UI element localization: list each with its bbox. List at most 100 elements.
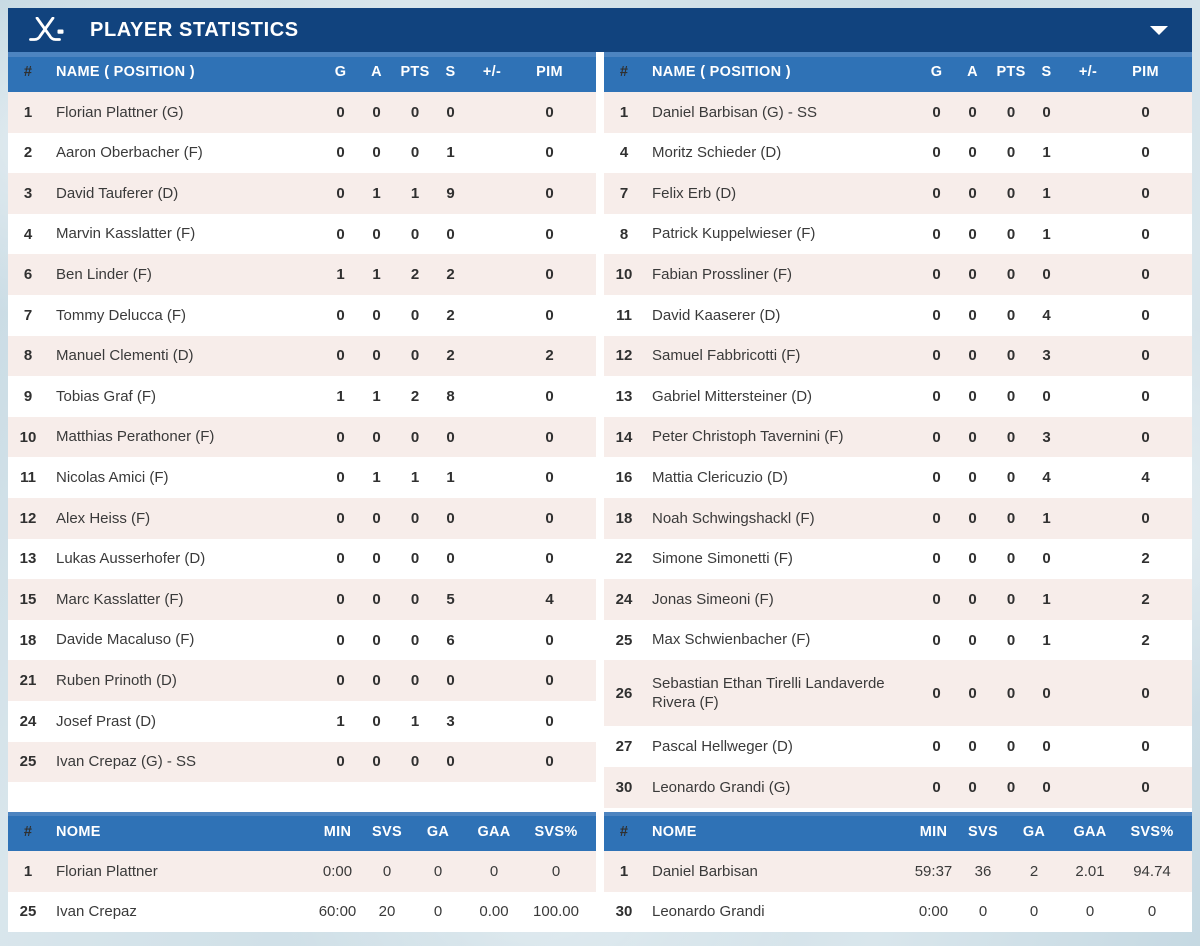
- table-row: 13 Lukas Ausserhofer (D) 0 0 0 0 0: [8, 538, 596, 580]
- player-name: Tommy Delucca (F): [56, 306, 187, 324]
- stat-points: 0: [1006, 347, 1016, 365]
- stat-pim: 0: [545, 428, 554, 446]
- stat-shots: 0: [446, 225, 455, 243]
- player-number: 11: [616, 306, 632, 324]
- table-row: 21 Ruben Prinoth (D) 0 0 0 0 0: [8, 660, 596, 701]
- stat-pim: 0: [1141, 225, 1150, 243]
- stat-saves: 0: [978, 903, 988, 921]
- player-name: Ivan Crepaz (G) - SS: [56, 753, 197, 771]
- player-name: Max Schwienbacher (F): [652, 631, 811, 649]
- stat-assists: 0: [968, 225, 977, 243]
- table-row: 26 Sebastian Ethan Tirelli Landaverde Riv…: [604, 660, 1192, 727]
- player-name: Davide Macaluso (F): [56, 631, 195, 649]
- player-number: 30: [615, 778, 633, 796]
- player-name: Lukas Ausserhofer (D): [56, 550, 206, 568]
- stat-goals: 0: [336, 753, 345, 771]
- table-row: 24 Jonas Simeoni (F) 0 0 0 1 2: [604, 579, 1192, 620]
- player-number: 13: [615, 387, 633, 405]
- stat-points: 0: [1006, 428, 1016, 446]
- stat-pim: 0: [1141, 778, 1150, 796]
- stat-goals: 0: [932, 684, 941, 702]
- stat-pim: 0: [1141, 684, 1150, 702]
- stat-save-pct: 94.74: [1133, 862, 1171, 880]
- stat-goals: 0: [336, 590, 345, 608]
- player-number: 21: [19, 672, 37, 690]
- stat-assists: 0: [372, 103, 381, 121]
- player-name: Marc Kasslatter (F): [56, 590, 184, 608]
- col-header-saves: SVS: [372, 823, 402, 840]
- stat-shots: 6: [446, 631, 455, 649]
- player-number: 1: [23, 103, 33, 121]
- player-name: Florian Plattner (G): [56, 103, 184, 121]
- col-header-minutes: MIN: [919, 823, 948, 840]
- section-header[interactable]: PLAYER STATISTICS: [8, 8, 1192, 52]
- stat-points: 0: [1006, 590, 1016, 608]
- stat-shots: 1: [446, 144, 455, 162]
- stat-assists: 1: [372, 266, 381, 284]
- goalie-name: Daniel Barbisan: [652, 862, 758, 880]
- stat-pim: 0: [1141, 266, 1150, 284]
- goalie-table: # NOME MIN SVS GA GAA SVS% 1 Daniel Barbisan 59:3…: [604, 812, 1192, 932]
- stat-shots: 1: [446, 469, 455, 487]
- stat-minutes: 60:00: [318, 903, 357, 921]
- col-header-assists: A: [967, 64, 978, 80]
- player-number: 4: [619, 144, 629, 162]
- stat-assists: 0: [968, 144, 977, 162]
- goalie-rows: 1 Daniel Barbisan 59:37 36 2 2.01 94.74 30 Leona…: [604, 851, 1192, 932]
- stat-pim: 4: [1141, 469, 1150, 487]
- player-name: Tobias Graf (F): [56, 387, 157, 405]
- table-row: 18 Davide Macaluso (F) 0 0 0 6 0: [8, 619, 596, 661]
- team-column-away: # NAME ( POSITION ) G A PTS S +/- PIM 1 Daniel Ba…: [604, 52, 1192, 932]
- table-row: 24 Josef Prast (D) 1 0 1 3 0: [8, 700, 596, 742]
- stat-shots: 1: [1042, 631, 1051, 649]
- player-number: 14: [615, 428, 633, 446]
- table-row: 12 Alex Heiss (F) 0 0 0 0 0: [8, 497, 596, 539]
- col-header-points: PTS: [400, 64, 430, 80]
- player-name: David Tauferer (D): [56, 184, 179, 202]
- player-name: Pascal Hellweger (D): [652, 738, 793, 756]
- stat-shots: 2: [446, 266, 455, 284]
- stat-goals: 0: [932, 550, 941, 568]
- table-row: 25 Ivan Crepaz 60:00 20 0 0.00 100.00: [8, 891, 596, 932]
- player-name: Simone Simonetti (F): [652, 550, 793, 568]
- stat-points: 0: [410, 347, 420, 365]
- table-row: 25 Ivan Crepaz (G) - SS 0 0 0 0 0: [8, 741, 596, 783]
- col-header-number: #: [23, 823, 33, 840]
- player-number: 24: [615, 590, 633, 608]
- stat-assists: 1: [372, 469, 381, 487]
- stat-points: 0: [1006, 509, 1016, 527]
- stat-assists: 0: [372, 550, 381, 568]
- stat-shots: 5: [446, 590, 455, 608]
- col-header-goals-against: GA: [426, 823, 450, 840]
- skater-table-header: # NAME ( POSITION ) G A PTS S +/- PIM: [8, 52, 596, 92]
- table-row: 13 Gabriel Mittersteiner (D) 0 0 0 0 0: [604, 376, 1192, 417]
- stat-goals: 0: [932, 778, 941, 796]
- stat-shots: 8: [446, 387, 455, 405]
- player-name: Marvin Kasslatter (F): [56, 225, 196, 243]
- player-number: 1: [619, 103, 629, 121]
- stat-shots: 0: [1042, 266, 1051, 284]
- stat-points: 0: [1006, 103, 1016, 121]
- player-name: Moritz Schieder (D): [652, 144, 782, 162]
- stat-points: 0: [410, 550, 420, 568]
- team-column-home: # NAME ( POSITION ) G A PTS S +/- PIM 1 Florian P…: [8, 52, 596, 932]
- table-row: 1 Florian Plattner (G) 0 0 0 0 0: [8, 92, 596, 133]
- col-header-plusminus: +/-: [482, 64, 502, 80]
- player-number: 4: [23, 225, 33, 243]
- stat-assists: 0: [372, 509, 381, 527]
- table-row: 2 Aaron Oberbacher (F) 0 0 0 1 0: [8, 132, 596, 174]
- table-row: 1 Daniel Barbisan 59:37 36 2 2.01 94.74: [604, 851, 1192, 892]
- col-header-number: #: [619, 64, 629, 80]
- chevron-down-icon[interactable]: [1150, 25, 1168, 35]
- skater-table-header: # NAME ( POSITION ) G A PTS S +/- PIM: [604, 52, 1192, 92]
- stat-assists: 0: [372, 428, 381, 446]
- table-row: 11 David Kaaserer (D) 0 0 0 4 0: [604, 294, 1192, 336]
- stat-points: 0: [1006, 738, 1016, 756]
- stat-pim: 0: [545, 225, 554, 243]
- col-header-goals-against: GA: [1022, 823, 1046, 840]
- stat-points: 0: [410, 306, 420, 324]
- table-row: 14 Peter Christoph Tavernini (F) 0 0 0 3 0: [604, 416, 1192, 458]
- table-row: 27 Pascal Hellweger (D) 0 0 0 0 0: [604, 726, 1192, 767]
- stat-pim: 4: [545, 590, 554, 608]
- teams-container: # NAME ( POSITION ) G A PTS S +/- PIM 1 Florian P…: [8, 52, 1192, 932]
